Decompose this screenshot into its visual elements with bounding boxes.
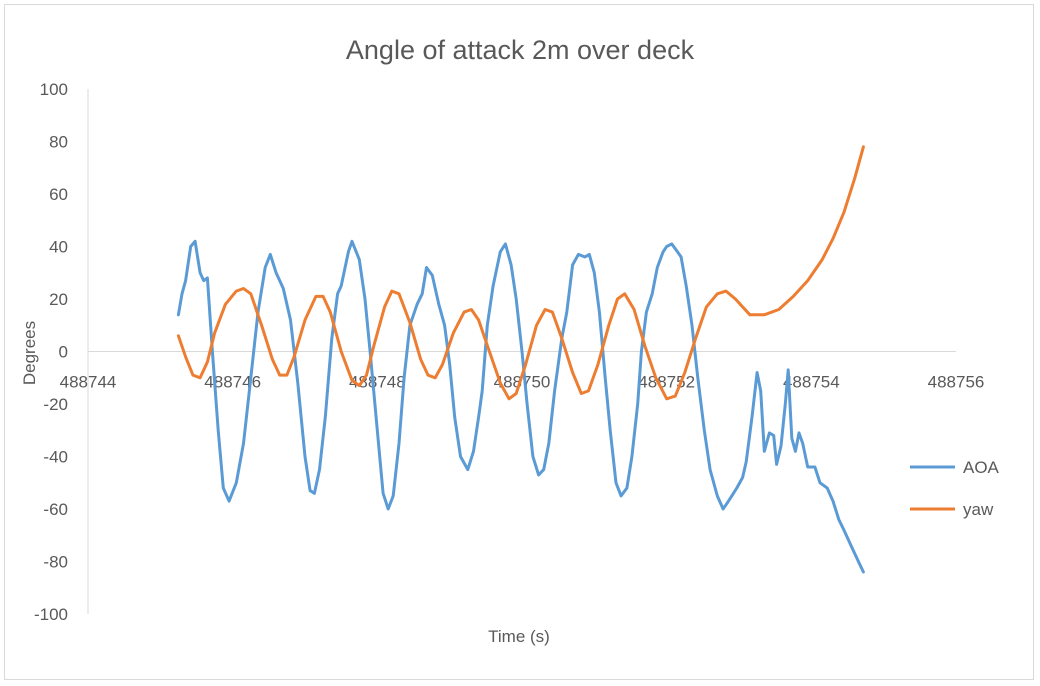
y-tick-label: -80 xyxy=(43,553,68,572)
x-tick-label: 488754 xyxy=(783,373,840,392)
x-tick-label: 488752 xyxy=(638,373,695,392)
y-tick-label: -60 xyxy=(43,500,68,519)
series-line-aoa xyxy=(176,239,865,574)
y-tick-label: 20 xyxy=(49,290,68,309)
legend: AOA yaw xyxy=(910,458,1000,519)
x-tick-label: 488750 xyxy=(494,373,551,392)
x-tick-label: 488756 xyxy=(928,373,985,392)
x-tick-label: 488746 xyxy=(204,373,261,392)
axes: 100 80 60 40 20 0 -20 -40 -60 -80 -100 488744 488746… xyxy=(34,80,984,624)
y-tick-label: 0 xyxy=(59,343,68,362)
chart-area: Angle of attack 2m over deck 100 80 60 40 20… xyxy=(4,4,1034,680)
y-tick-label: -40 xyxy=(43,448,68,467)
y-tick-label: 100 xyxy=(40,80,68,99)
y-tick-label: 60 xyxy=(49,185,68,204)
x-axis-label: Time (s) xyxy=(488,627,550,646)
series-line-yaw xyxy=(176,145,865,401)
plot-series xyxy=(176,145,865,574)
chart-svg: Angle of attack 2m over deck 100 80 60 40 20… xyxy=(20,35,1000,646)
x-tick-label: 488744 xyxy=(60,373,117,392)
x-tick-label: 488748 xyxy=(349,373,406,392)
y-tick-label: -20 xyxy=(43,395,68,414)
y-axis-label: Degrees xyxy=(20,321,39,385)
y-tick-label: 80 xyxy=(49,133,68,152)
y-tick-label: -100 xyxy=(34,605,68,624)
legend-label-yaw: yaw xyxy=(963,500,994,519)
y-tick-label: 40 xyxy=(49,238,68,257)
legend-label-aoa: AOA xyxy=(963,458,1000,477)
chart-title: Angle of attack 2m over deck xyxy=(346,35,695,65)
